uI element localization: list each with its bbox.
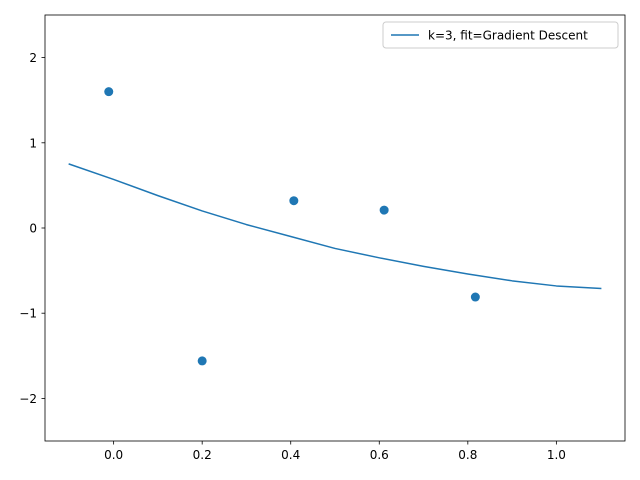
x-tick-label: 0.6 <box>370 448 389 462</box>
y-tick-label: −2 <box>19 392 37 406</box>
legend: k=3, fit=Gradient Descent <box>382 21 619 49</box>
x-tick-label: 0.4 <box>281 448 300 462</box>
data-point <box>197 356 207 366</box>
legend-box <box>382 21 619 49</box>
axes: 0.0 0.2 0.4 0.6 0.8 1.0 −2 −1 0 1 2 <box>19 14 626 462</box>
x-tick-label: 0.8 <box>458 448 477 462</box>
y-tick-label: 1 <box>29 136 37 150</box>
y-tick-label: 2 <box>29 51 37 65</box>
x-tick-label: 1.0 <box>547 448 566 462</box>
data-point <box>379 205 389 215</box>
fit-line <box>68 163 602 290</box>
data-point <box>470 292 480 302</box>
data-point <box>104 87 114 97</box>
plot-area <box>68 87 602 366</box>
legend-label: k=3, fit=Gradient Descent <box>428 29 588 43</box>
x-tick-label: 0.0 <box>104 448 123 462</box>
data-point <box>289 196 299 206</box>
y-tick-label: 0 <box>29 222 37 236</box>
x-tick-label: 0.2 <box>193 448 212 462</box>
y-tick-label: −1 <box>19 307 37 321</box>
